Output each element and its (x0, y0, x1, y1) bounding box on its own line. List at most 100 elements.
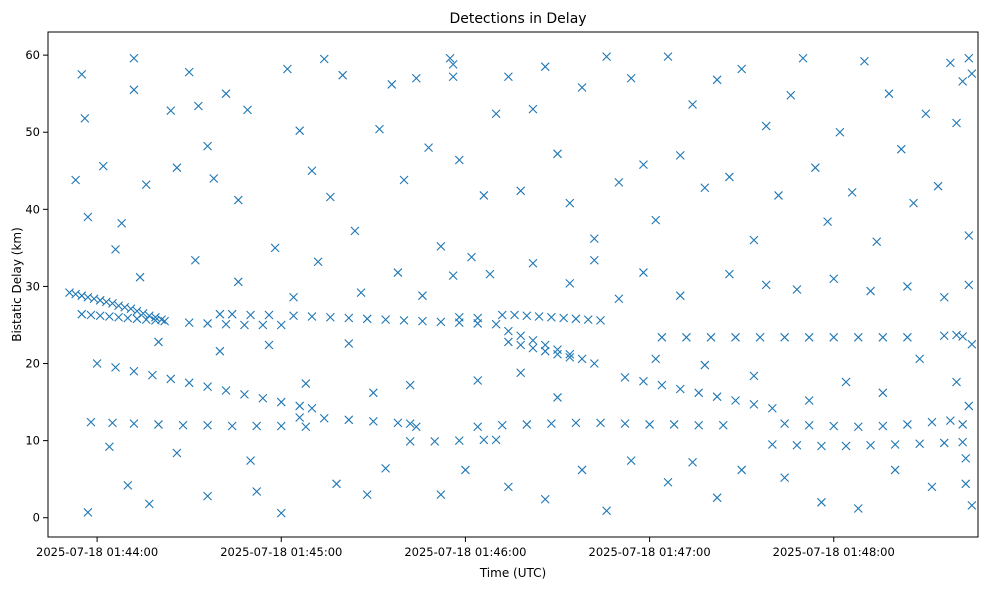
data-point (810, 163, 820, 173)
data-point (589, 359, 599, 368)
data-point (491, 435, 501, 445)
data-point (589, 255, 599, 265)
data-point (454, 155, 464, 165)
data-point (313, 257, 323, 267)
data-point (270, 243, 280, 253)
data-point (77, 309, 87, 319)
data-point (95, 295, 105, 305)
data-point (626, 73, 636, 83)
data-point (393, 268, 403, 277)
data-point (289, 292, 298, 302)
data-point (325, 312, 335, 322)
data-point (792, 285, 802, 294)
data-point (362, 490, 372, 499)
y-tick-label: 40 (25, 202, 40, 216)
data-point (178, 420, 188, 430)
data-point (172, 163, 182, 173)
data-point (528, 104, 538, 114)
data-point (276, 508, 286, 518)
data-point (669, 420, 679, 429)
data-point (203, 491, 212, 501)
data-point (411, 422, 421, 432)
y-axis: 0 10 20 30 40 50 60 (25, 48, 48, 525)
data-point (504, 482, 513, 492)
data-point (786, 90, 796, 100)
data-point (817, 497, 826, 507)
data-point (823, 217, 832, 227)
data-point (83, 507, 93, 517)
data-point (903, 420, 912, 429)
x-tick-label: 2025-07-18 01:45:00 (220, 545, 342, 559)
data-point (246, 310, 255, 320)
data-point (77, 70, 87, 79)
data-point (227, 309, 237, 319)
data-point (602, 506, 612, 516)
data-point (958, 437, 968, 447)
data-point (596, 315, 605, 325)
data-point (295, 413, 305, 422)
data-point (933, 181, 943, 191)
data-point (295, 126, 305, 136)
data-point (675, 291, 685, 301)
data-point (252, 487, 262, 496)
data-point (111, 245, 120, 254)
data-point (491, 319, 501, 329)
data-point (915, 354, 925, 364)
data-point (700, 360, 710, 370)
data-point (98, 161, 108, 171)
data-point (577, 83, 587, 92)
data-point (780, 473, 790, 483)
data-point (123, 480, 133, 490)
data-point (203, 141, 212, 151)
data-point (540, 340, 550, 350)
data-point (295, 401, 305, 411)
data-point (860, 56, 869, 66)
data-point (682, 332, 691, 342)
data-point (104, 312, 114, 321)
data-point (546, 312, 556, 322)
data-point (203, 420, 212, 430)
data-point (663, 52, 673, 62)
data-point (878, 332, 888, 342)
data-point (571, 314, 581, 324)
data-point (120, 302, 130, 312)
data-point (65, 288, 74, 297)
data-point (817, 441, 826, 451)
data-point (393, 418, 403, 428)
data-point (589, 234, 599, 244)
data-point (952, 377, 961, 387)
data-point (194, 101, 203, 111)
data-point (540, 346, 550, 356)
data-point (614, 294, 624, 304)
data-point (866, 286, 875, 296)
data-point (141, 180, 151, 190)
data-point (847, 187, 857, 197)
data-point (504, 326, 513, 336)
data-point (83, 212, 93, 222)
data-point (798, 53, 808, 63)
data-point (737, 465, 747, 475)
data-point (694, 420, 704, 430)
data-point (939, 331, 949, 341)
data-point (89, 294, 99, 304)
data-point (448, 271, 458, 281)
data-point (319, 54, 329, 64)
data-point (203, 319, 212, 328)
data-point (166, 106, 176, 116)
data-point (890, 440, 900, 449)
data-point (436, 241, 446, 251)
data-point (602, 52, 612, 62)
data-point (749, 235, 759, 245)
data-point (921, 109, 931, 119)
data-point (712, 392, 722, 402)
data-point (344, 339, 354, 348)
data-point (436, 490, 446, 499)
data-point (534, 312, 544, 321)
data-point (209, 174, 219, 183)
data-point (92, 359, 102, 368)
data-point (258, 320, 268, 330)
data-point (71, 289, 81, 299)
data-point (961, 453, 971, 463)
data-point (111, 362, 120, 372)
data-point (424, 143, 433, 153)
